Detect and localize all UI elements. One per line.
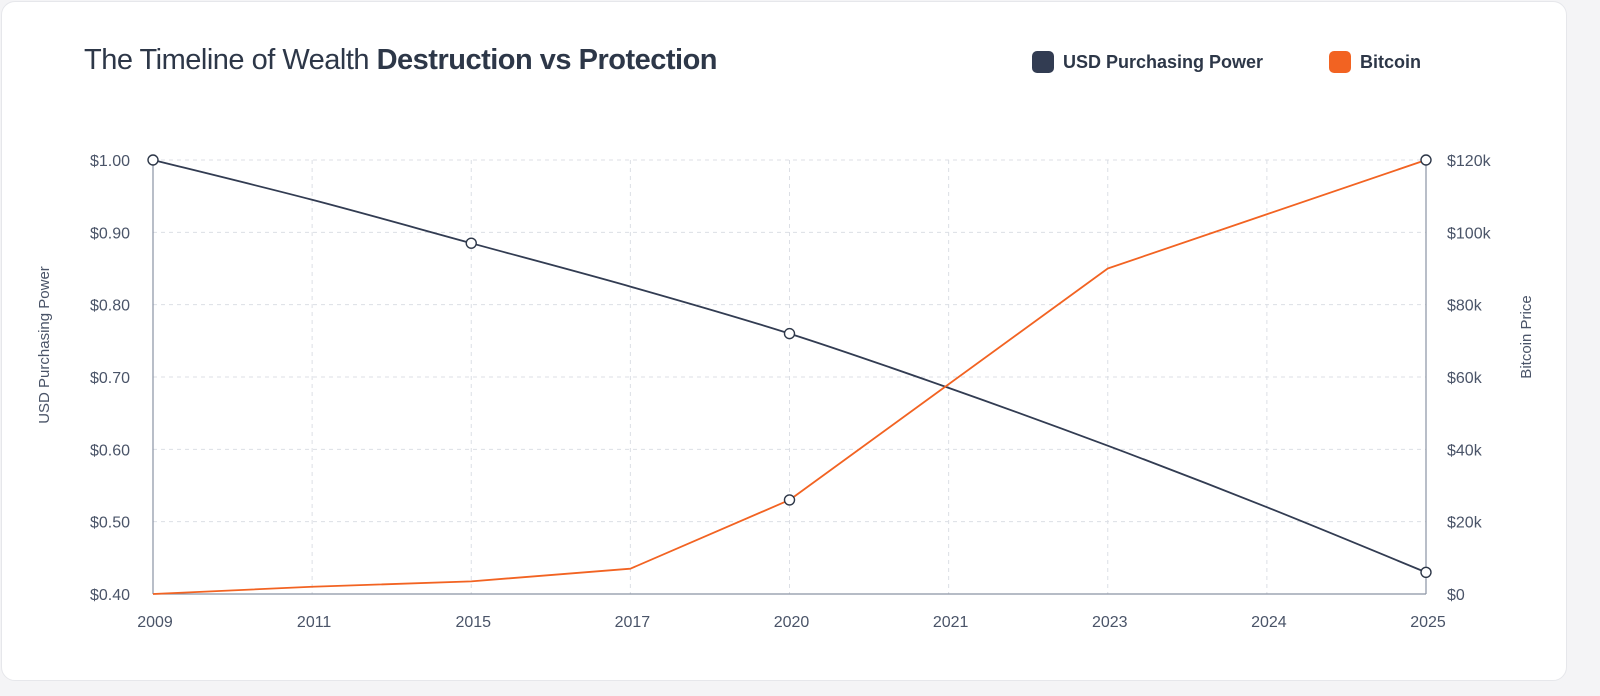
x-tick-label: 2009 xyxy=(137,614,173,631)
data-point-usd xyxy=(1420,566,1432,578)
y-left-tick-label: $0.60 xyxy=(90,442,130,459)
x-tick-label: 2023 xyxy=(1092,614,1128,631)
chart-card: The Timeline of Wealth Destruction vs Pr… xyxy=(1,1,1567,681)
y-right-tick-label: $100k xyxy=(1447,225,1492,242)
y-left-tick-label: $1.00 xyxy=(90,153,130,170)
tick-labels: $1.00 $0.90 $0.80 $0.70 $0.60 $0.50 $0.40 $120k… xyxy=(36,153,1535,631)
legend-item-usd[interactable]: USD Purchasing Power xyxy=(1032,51,1263,73)
x-tick-label: 2024 xyxy=(1251,614,1287,631)
y-right-tick-label: $120k xyxy=(1447,153,1492,170)
x-tick-label: 2025 xyxy=(1410,614,1446,631)
data-point-bitcoin xyxy=(783,494,796,506)
x-tick-label: 2020 xyxy=(774,614,810,631)
x-tick-label: 2015 xyxy=(455,614,491,631)
y-right-axis-title: Bitcoin Price xyxy=(1518,295,1535,378)
y-left-tick-label: $0.80 xyxy=(90,298,130,315)
chart-title-bold: Destruction vs Protection xyxy=(376,44,718,76)
data-point-bitcoin xyxy=(1420,154,1432,166)
y-right-tick-label: $80k xyxy=(1447,298,1483,315)
chart-title-light: The Timeline of Wealth xyxy=(84,44,370,76)
y-right-tick-label: $0 xyxy=(1447,587,1465,604)
y-left-tick-label: $0.70 xyxy=(90,370,130,387)
data-point-usd xyxy=(465,237,477,249)
legend-swatch-usd xyxy=(1032,51,1054,73)
data-point-usd xyxy=(147,154,159,166)
series-markers xyxy=(147,154,1432,578)
x-tick-label: 2011 xyxy=(297,614,332,631)
y-right-tick-label: $60k xyxy=(1447,370,1483,387)
axes xyxy=(152,160,1427,595)
legend-swatch-bitcoin xyxy=(1329,51,1351,73)
y-left-tick-label: $0.90 xyxy=(90,225,130,242)
y-left-tick-label: $0.50 xyxy=(90,515,130,532)
legend-label-bitcoin: Bitcoin xyxy=(1360,51,1421,72)
y-right-tick-label: $40k xyxy=(1447,442,1483,459)
legend-item-bitcoin[interactable]: Bitcoin xyxy=(1329,51,1421,73)
x-tick-label: 2017 xyxy=(615,614,651,631)
grid xyxy=(153,159,1426,594)
y-right-tick-label: $20k xyxy=(1447,515,1483,532)
data-point-usd xyxy=(783,327,796,340)
legend-label-usd: USD Purchasing Power xyxy=(1063,51,1264,72)
y-left-tick-label: $0.40 xyxy=(90,587,130,604)
y-left-axis-title: USD Purchasing Power xyxy=(36,266,53,424)
x-tick-label: 2021 xyxy=(933,614,969,631)
chart-title: The Timeline of Wealth Destruction vs Pr… xyxy=(84,44,718,77)
series-line-usd xyxy=(152,159,1427,574)
